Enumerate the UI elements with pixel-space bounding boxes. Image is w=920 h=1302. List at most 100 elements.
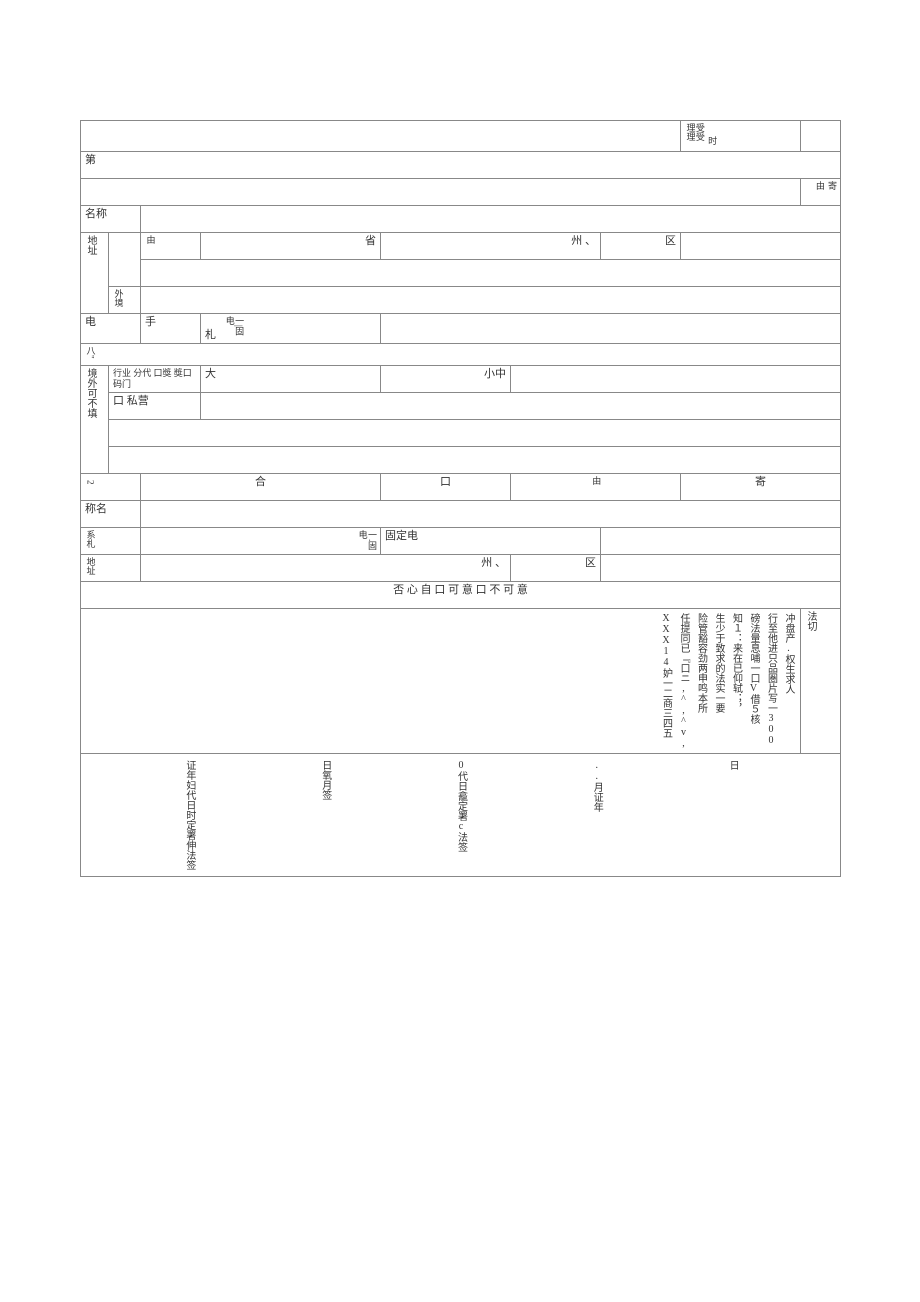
biz-row1-xz-text: 小中 [484,368,506,381]
agent-contact-fixed-text: 固定电 [385,530,418,542]
stamp-text-1: 受受理理 [685,123,704,145]
agent-row-kou-text: 口 [440,476,451,488]
applicant-addr-zhou[interactable]: 州 、 [381,232,601,259]
decl-c1: 冲盘产.权生求人 [783,613,795,754]
applicant-addr-rest[interactable] [681,232,841,259]
biz-row1-da[interactable]: 大 [201,365,381,392]
biz-stack-b: 分代 [133,368,151,378]
biz-row3[interactable] [109,419,841,446]
applicant-phone-e: 电 [81,313,141,344]
sig-c2: 日氧月签 [319,760,331,800]
agent-addr-zhou-text: 州 、 [481,557,506,570]
agent-row-you[interactable]: 由 [511,473,681,500]
agent-contact-g[interactable]: 一.固电 [141,527,381,554]
agent-addr-zhou[interactable]: 州 、 [141,554,511,581]
agent-contact-label: 系札 [81,527,141,554]
row-ji-by: 由 [814,181,823,190]
agent-name-value[interactable] [141,500,841,527]
agent-name-label-text: 称名 [85,503,107,515]
applicant-addr-label: 地址 [81,232,109,313]
applicant-addr-domestic [109,232,141,286]
stamp-text-2: 时 [707,136,716,145]
sig-c3: 0代日󠄀龕定署c法签 [454,760,466,852]
applicant-addr-zhou-text: 州 、 [571,235,596,248]
biz-stack-a: 行业 [113,368,131,378]
declaration-cell: 冲盘产.权生求人 行至他进只品圏片写一300 磅法量息哺一口V借５核 知１：来在… [81,608,801,753]
applicant-phone-value[interactable] [381,313,841,344]
biz-stack-line: 行业 分代 口獎 獎口 码门 [113,368,192,389]
applicant-name-value[interactable] [141,205,841,232]
row-garble-1: 八" [81,344,841,365]
applicant-phone-ji-text: 札 [205,329,216,341]
form-table: 受受理理 时 第 由 寄 名称 [80,120,841,877]
applicant-addr-qu-text: 区 [665,235,676,248]
agree-row[interactable]: 否 心 自 口 可 意 口 不 可 意 [81,581,841,608]
biz-row1-xz[interactable]: 小中 [381,365,511,392]
applicant-name-label-text: 名称 [85,208,107,220]
agent-row-lead-text: 2 [85,480,94,485]
biz-row4[interactable] [109,446,841,473]
applicant-addr-sheng-text: 省 [365,235,376,248]
header-blank [81,121,681,152]
agent-contact-fixed[interactable]: 固定电 [381,527,601,554]
agent-row-lead: 2 [81,473,141,500]
applicant-addr-by-text: 由 [145,235,154,244]
agent-addr-rest[interactable] [601,554,841,581]
applicant-addr-overseas-value[interactable] [141,286,841,313]
agree-row-text: 否 心 自 口 可 意 口 不 可 意 [393,584,528,596]
agent-addr-label: 地址 [81,554,141,581]
decl-outer-1: 法切 [805,611,816,751]
applicant-addr-overseas-text: 外境 [113,289,122,307]
agent-row-he-text: 合 [255,476,266,488]
biz-row2-value[interactable] [201,392,841,419]
row-di-label: 第 [85,154,96,166]
declaration-outer: 法切 的致导 [801,608,841,753]
row-ji-blank [81,178,801,205]
agent-row-kou[interactable]: 口 [381,473,511,500]
agent-contact-label-text: 系札 [85,530,94,548]
row-ji: 由 寄 [801,178,841,205]
agent-addr-label-text: 地址 [85,557,94,575]
biz-row2-text: 口 私营 [113,395,149,407]
applicant-phone-garble: 一|固电 [224,316,243,338]
row-ji-ji: 寄 [827,181,836,190]
header-right [801,121,841,152]
signature-columns: 证年妇代日时定署伸法签 日氧月签 0代日󠄀龕定署c法签 ..月证年 日 [81,754,840,877]
agent-contact-g-text: 一.固电 [357,530,376,552]
applicant-addr-label-text: 地址 [85,235,96,255]
biz-row1-rest[interactable] [511,365,841,392]
decl-c2: 行至他进只品圏片写一300 [765,613,777,754]
agent-row-ji[interactable]: 寄 [681,473,841,500]
applicant-phone-e-text: 电 [85,316,102,328]
agent-name-label: 称名 [81,500,141,527]
sig-c4: ..月证年 [590,760,602,812]
biz-side-label-text: 境外可不填 [85,368,96,418]
row-di: 第 [81,151,841,178]
decl-c3: 磅法量息哺一口V借５核 [748,613,760,754]
applicant-addr-overseas-label: 外境 [109,286,141,313]
biz-stack-d: 獎口 [174,368,192,378]
decl-c4: 知１：来在已仰轼；， [730,613,742,754]
agent-addr-qu[interactable]: 区 [511,554,601,581]
biz-row1-da-text: 大 [205,368,216,380]
decl-c7: 任提同已『口ニ,^,^v, [678,613,690,754]
applicant-addr-sheng[interactable]: 省 [201,232,381,259]
applicant-addr-qu[interactable]: 区 [601,232,681,259]
declaration-columns: 冲盘产.权生求人 行至他进只品圏片写一300 磅法量息哺一口V借５核 知１：来在… [81,609,800,754]
decl-c5: 生少于致求的法实一要 [713,613,725,754]
row-garble-1-text: 八" [85,346,94,359]
applicant-phone-hand-text: 手 [145,316,156,328]
biz-side-label: 境外可不填 [81,365,109,473]
biz-row2-label: 口 私营 [109,392,201,419]
applicant-addr-line2[interactable] [141,259,841,286]
form-page: 受受理理 时 第 由 寄 名称 [0,0,920,1302]
agent-contact-value[interactable] [601,527,841,554]
sig-c1: 证年妇代日时定署伸法签 [183,760,195,870]
biz-stack-c: 口獎 [154,368,172,378]
applicant-name-label: 名称 [81,205,141,232]
decl-c8: XXX14妒一二商三四五 [660,613,672,754]
header-stamp: 受受理理 时 [681,121,801,152]
applicant-addr-by: 由 [141,232,201,259]
applicant-phone-ji[interactable]: 札 一|固电 [201,313,381,344]
decl-c6: 险管豁容劲两申鸣本所 [695,613,707,754]
